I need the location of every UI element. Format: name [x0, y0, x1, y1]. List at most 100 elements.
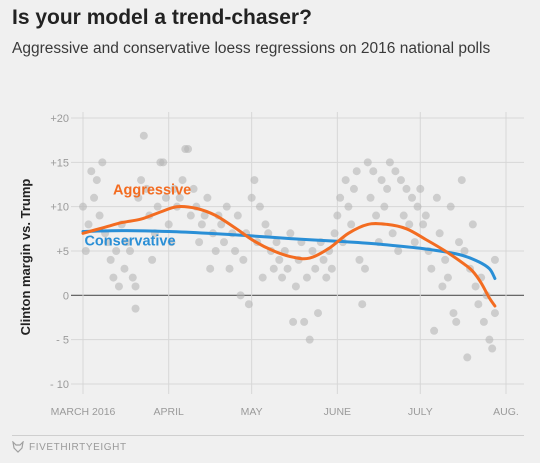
poll-point: [90, 193, 99, 202]
y-axis-label: Clinton margin vs. Trump: [18, 179, 33, 336]
poll-point: [167, 238, 176, 247]
poll-point: [468, 220, 477, 229]
poll-point: [432, 193, 441, 202]
poll-point: [84, 220, 93, 229]
poll-point: [358, 300, 367, 309]
y-tick-label: +10: [50, 202, 69, 214]
poll-point: [352, 167, 361, 176]
chart-subtitle: Aggressive and conservative loess regres…: [12, 40, 491, 57]
poll-point: [391, 167, 400, 176]
poll-point: [231, 247, 240, 255]
poll-point: [479, 317, 488, 326]
poll-point: [261, 220, 270, 229]
poll-point: [327, 264, 336, 273]
poll-point: [410, 238, 419, 247]
poll-point: [333, 211, 342, 220]
poll-point: [269, 264, 278, 273]
poll-point: [291, 282, 300, 291]
poll-point: [92, 176, 101, 185]
x-tick-label: AUG.: [493, 406, 519, 418]
poll-point: [131, 282, 140, 291]
fivethirtyeight-fox-icon: [12, 441, 24, 453]
poll-point: [137, 176, 146, 185]
poll-point: [322, 273, 331, 282]
poll-point: [430, 326, 439, 335]
poll-point: [178, 176, 187, 185]
x-tick-label: JULY: [408, 406, 433, 418]
x-axis-ticks: MARCH 2016 APRIL MAY JUNE JULY AUG.: [51, 406, 519, 418]
x-tick-label: APRIL: [154, 406, 185, 418]
poll-point: [79, 202, 87, 211]
poll-point: [377, 176, 386, 185]
poll-point: [134, 193, 143, 202]
poll-point: [341, 176, 350, 185]
poll-point: [300, 317, 309, 326]
poll-point: [264, 229, 273, 238]
poll-point: [126, 247, 134, 255]
poll-point: [131, 304, 140, 313]
poll-point: [123, 238, 132, 247]
poll-point: [399, 211, 408, 220]
poll-point: [419, 220, 428, 229]
poll-point: [438, 282, 447, 291]
poll-point: [402, 184, 411, 193]
poll-point: [222, 202, 231, 211]
poll-point: [112, 247, 121, 255]
poll-point: [81, 247, 90, 255]
poll-point: [355, 255, 364, 264]
series-annotations: Aggressive Conservative: [84, 182, 191, 249]
poll-point: [314, 309, 322, 318]
y-tick-label: +15: [50, 157, 69, 169]
poll-point: [164, 220, 173, 229]
poll-point: [435, 229, 444, 238]
poll-point: [109, 273, 118, 282]
poll-point: [244, 300, 253, 309]
poll-point: [203, 193, 212, 202]
poll-point: [87, 167, 96, 176]
poll-point: [443, 273, 452, 282]
poll-point: [330, 229, 339, 238]
poll-point: [385, 158, 394, 167]
gridlines: [71, 112, 524, 394]
poll-point: [380, 202, 389, 211]
brand-wordmark: FIVETHIRTYEIGHT: [29, 441, 127, 453]
aggressive-label: Aggressive: [113, 182, 191, 198]
poll-point: [396, 176, 405, 185]
poll-point: [197, 220, 206, 229]
poll-point: [413, 202, 422, 211]
poll-point: [305, 335, 314, 344]
poll-point: [416, 184, 425, 193]
poll-point: [95, 211, 104, 220]
poll-point: [446, 202, 455, 211]
poll-point: [128, 273, 137, 282]
poll-point: [347, 220, 356, 229]
y-tick-label: +5: [56, 246, 69, 258]
poll-point: [366, 193, 375, 202]
poll-point: [120, 264, 129, 273]
poll-point: [388, 229, 397, 238]
poll-point: [311, 264, 320, 273]
poll-point: [233, 211, 242, 220]
poll-point: [319, 255, 328, 264]
x-tick-label: MAY: [241, 406, 263, 418]
poll-point: [427, 264, 436, 273]
poll-point: [175, 193, 184, 202]
poll-point: [139, 131, 148, 140]
chart-title: Is your model a trend-chaser?: [12, 6, 312, 29]
poll-point: [170, 184, 179, 193]
poll-point: [471, 282, 480, 291]
poll-point: [452, 317, 461, 326]
x-tick-label: MARCH 2016: [51, 406, 116, 418]
poll-point: [142, 184, 151, 193]
poll-point: [217, 220, 226, 229]
poll-point: [405, 220, 414, 229]
poll-point: [159, 158, 168, 167]
poll-point: [463, 353, 472, 362]
poll-point: [239, 255, 248, 264]
poll-point: [211, 247, 220, 255]
poll-point: [106, 255, 115, 264]
trend-lines: [81, 205, 497, 308]
poll-point: [383, 184, 392, 193]
poll-point: [98, 158, 107, 167]
